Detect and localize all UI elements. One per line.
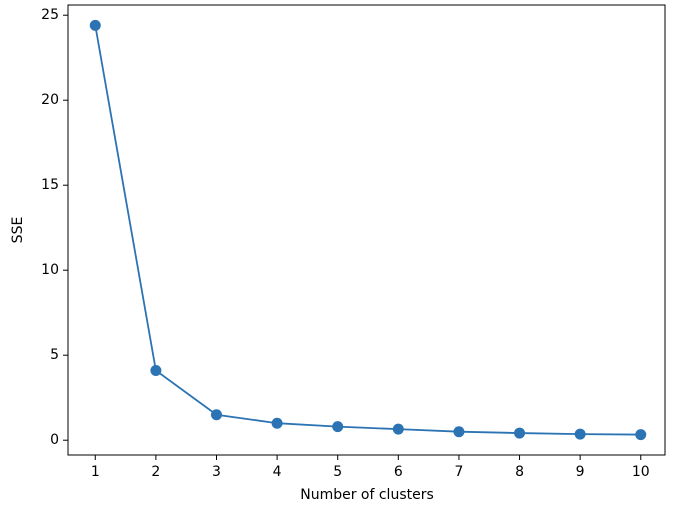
data-point xyxy=(574,428,586,440)
x-tick-label: 9 xyxy=(576,464,585,480)
data-point xyxy=(392,423,404,435)
data-point xyxy=(150,365,162,377)
data-point xyxy=(271,417,283,429)
y-tick-label: 0 xyxy=(50,432,59,448)
x-tick-label: 7 xyxy=(454,464,463,480)
x-tick-label: 10 xyxy=(632,464,650,480)
x-tick-label: 8 xyxy=(515,464,524,480)
y-tick-label: 5 xyxy=(50,347,59,363)
data-point xyxy=(514,427,526,439)
plot-frame xyxy=(67,4,666,456)
y-axis-label: SSE xyxy=(10,217,26,244)
x-tick-label: 1 xyxy=(91,464,100,480)
x-tick-label: 6 xyxy=(394,464,403,480)
x-tick-label: 4 xyxy=(273,464,282,480)
data-point xyxy=(210,409,222,421)
x-tick-label: 2 xyxy=(151,464,160,480)
x-axis-label: Number of clusters xyxy=(300,487,434,503)
data-point xyxy=(635,429,647,441)
y-tick-label: 25 xyxy=(41,7,59,23)
x-tick-label: 5 xyxy=(333,464,342,480)
y-tick-label: 15 xyxy=(41,177,59,193)
data-point xyxy=(453,426,465,438)
data-line xyxy=(94,25,641,436)
x-tick-label: 3 xyxy=(212,464,221,480)
data-point xyxy=(332,421,344,433)
data-point xyxy=(89,19,101,31)
y-tick-label: 10 xyxy=(41,262,59,278)
y-tick-label: 20 xyxy=(41,92,59,108)
